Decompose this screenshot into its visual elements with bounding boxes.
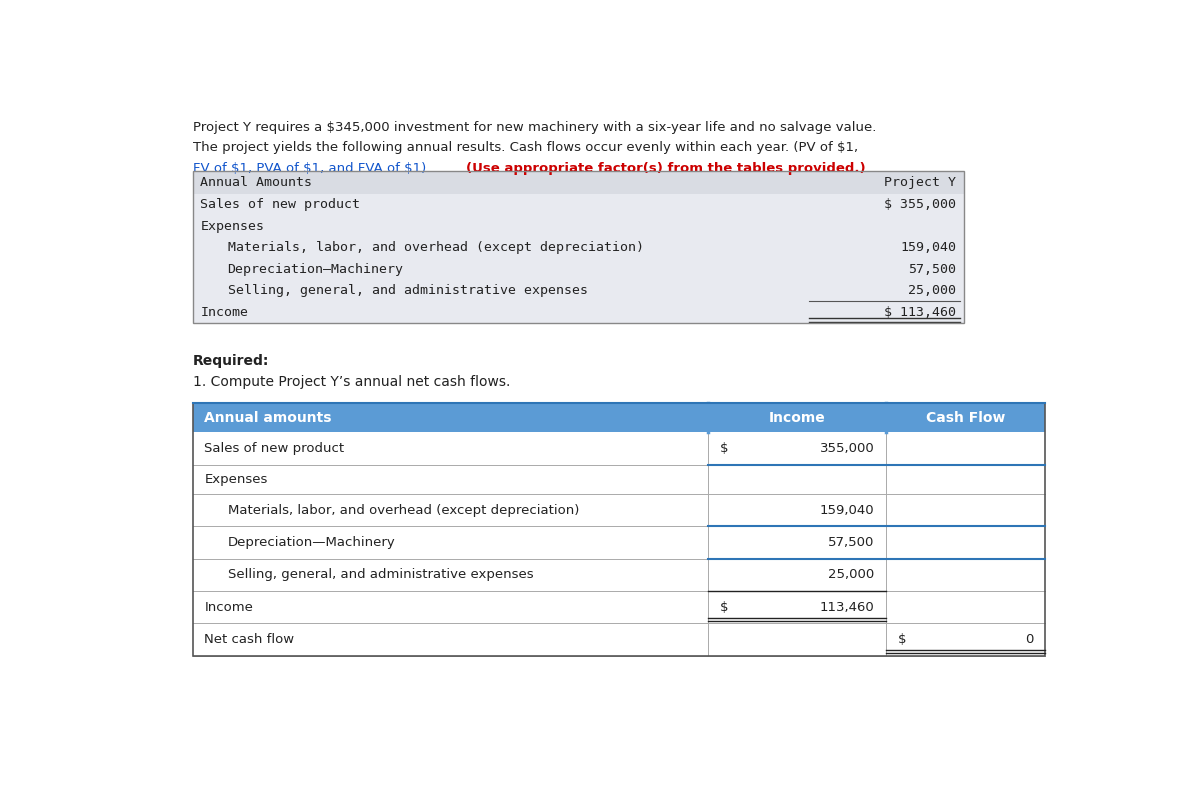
FancyBboxPatch shape [193, 465, 1045, 494]
Text: Sales of new product: Sales of new product [200, 198, 360, 211]
Text: 159,040: 159,040 [900, 241, 956, 254]
FancyBboxPatch shape [193, 591, 1045, 623]
Text: 1. Compute Project Y’s annual net cash flows.: 1. Compute Project Y’s annual net cash f… [193, 376, 510, 389]
Text: Income: Income [769, 411, 826, 425]
Text: Depreciation–Machinery: Depreciation–Machinery [228, 263, 403, 276]
Text: Materials, labor, and overhead (except depreciation): Materials, labor, and overhead (except d… [228, 241, 643, 254]
Text: Selling, general, and administrative expenses: Selling, general, and administrative exp… [228, 285, 588, 297]
Text: $ 113,460: $ 113,460 [884, 305, 956, 319]
Text: Net cash flow: Net cash flow [204, 633, 294, 646]
Text: (Use appropriate factor(s) from the tables provided.): (Use appropriate factor(s) from the tabl… [466, 162, 866, 175]
FancyBboxPatch shape [193, 259, 964, 280]
Text: 57,500: 57,500 [908, 263, 956, 276]
Text: 25,000: 25,000 [828, 568, 875, 581]
Text: FV of $1, PVA of $1, and FVA of $1): FV of $1, PVA of $1, and FVA of $1) [193, 162, 430, 175]
FancyBboxPatch shape [193, 280, 964, 301]
FancyBboxPatch shape [193, 559, 1045, 591]
FancyBboxPatch shape [193, 623, 1045, 656]
Text: $: $ [898, 633, 906, 646]
Text: Cash Flow: Cash Flow [926, 411, 1006, 425]
FancyBboxPatch shape [193, 171, 964, 193]
Text: Project Y: Project Y [884, 176, 956, 189]
Text: 57,500: 57,500 [828, 536, 875, 549]
FancyBboxPatch shape [193, 433, 1045, 465]
FancyBboxPatch shape [193, 193, 964, 215]
Text: $: $ [720, 600, 728, 613]
Text: Materials, labor, and overhead (except depreciation): Materials, labor, and overhead (except d… [228, 504, 578, 517]
Text: Depreciation—Machinery: Depreciation—Machinery [228, 536, 395, 549]
Text: Annual Amounts: Annual Amounts [200, 176, 312, 189]
Text: Expenses: Expenses [200, 219, 264, 233]
FancyBboxPatch shape [193, 215, 964, 237]
Text: Project Y requires a $345,000 investment for new machinery with a six-year life : Project Y requires a $345,000 investment… [193, 121, 876, 134]
Text: 0: 0 [1025, 633, 1033, 646]
Text: 113,460: 113,460 [820, 600, 875, 613]
FancyBboxPatch shape [193, 237, 964, 259]
Text: 355,000: 355,000 [820, 442, 875, 455]
Text: Expenses: Expenses [204, 473, 268, 486]
FancyBboxPatch shape [193, 494, 1045, 526]
Text: Annual amounts: Annual amounts [204, 411, 331, 425]
Text: 25,000: 25,000 [908, 285, 956, 297]
Text: Income: Income [204, 600, 253, 613]
Text: Sales of new product: Sales of new product [204, 442, 344, 455]
Text: The project yields the following annual results. Cash flows occur evenly within : The project yields the following annual … [193, 141, 858, 155]
FancyBboxPatch shape [193, 301, 964, 323]
Text: Selling, general, and administrative expenses: Selling, general, and administrative exp… [228, 568, 533, 581]
FancyBboxPatch shape [193, 526, 1045, 559]
Text: 159,040: 159,040 [820, 504, 875, 517]
Text: $: $ [720, 442, 728, 455]
Text: Income: Income [200, 305, 248, 319]
Text: $ 355,000: $ 355,000 [884, 198, 956, 211]
Text: Required:: Required: [193, 354, 269, 368]
FancyBboxPatch shape [193, 403, 1045, 433]
